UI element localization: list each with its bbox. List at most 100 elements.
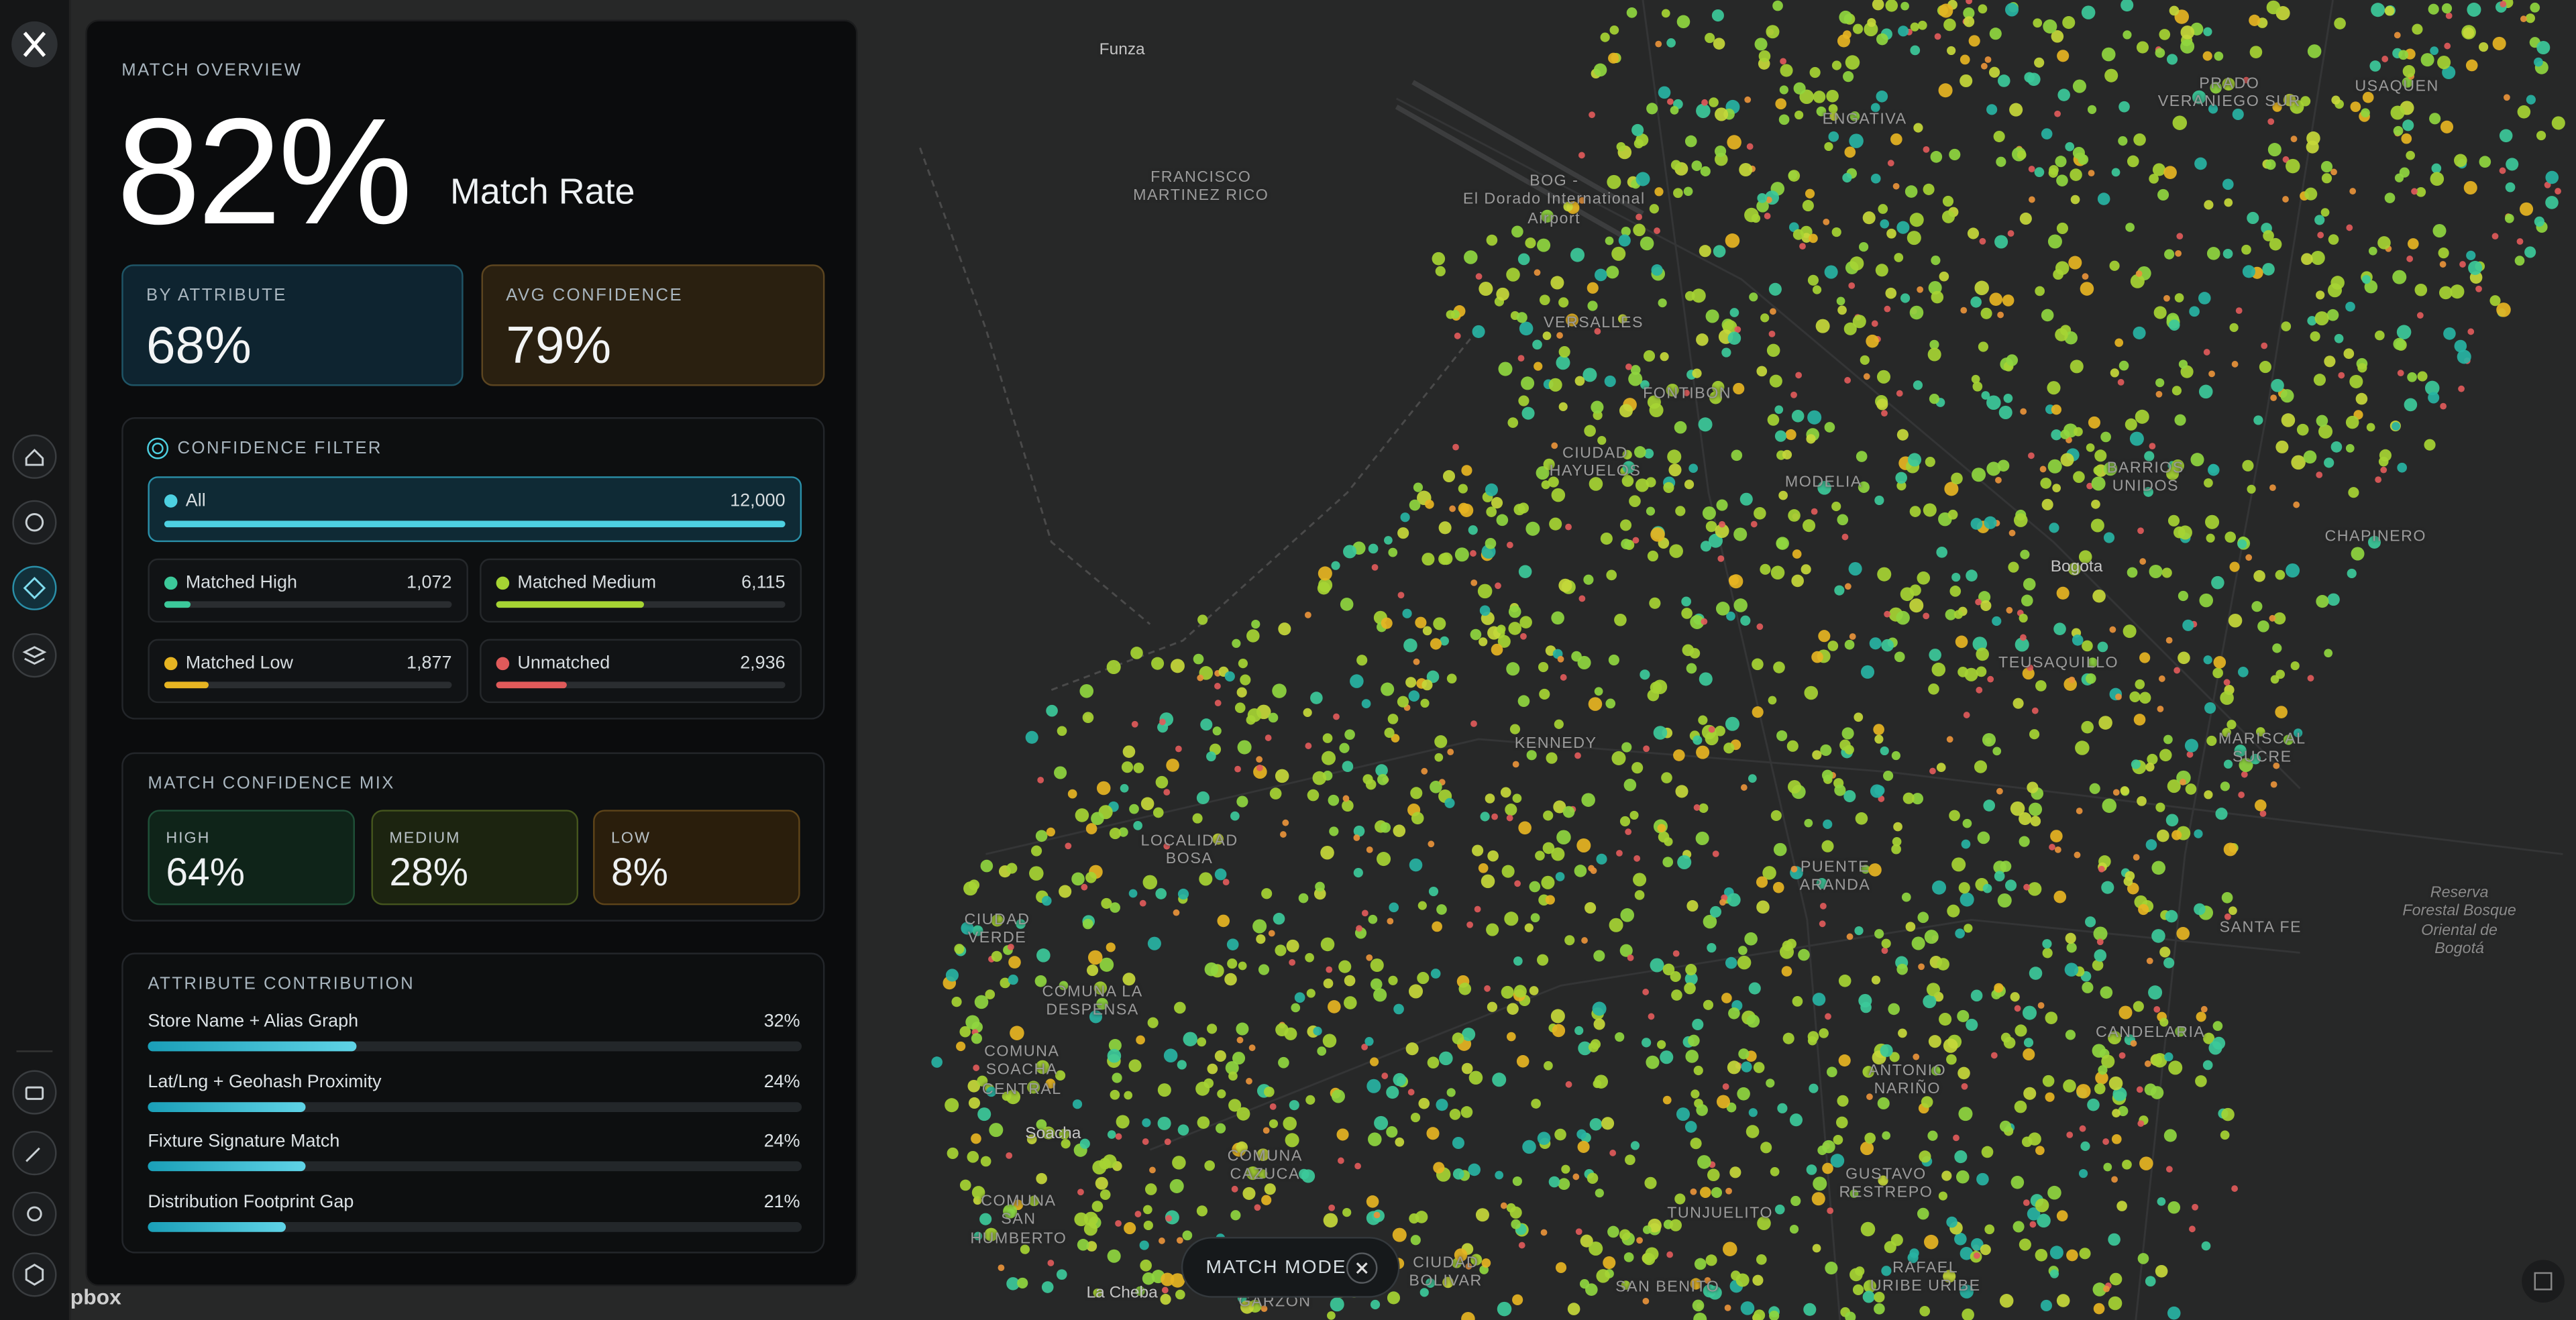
map-dot xyxy=(1690,1278,1702,1290)
map-dot xyxy=(1939,1013,1952,1026)
attr-bar xyxy=(148,1222,286,1232)
map-dot xyxy=(2204,790,2213,800)
map-dot xyxy=(1236,1141,1248,1154)
map-dot xyxy=(1496,287,1509,301)
map-dot xyxy=(1728,1007,1740,1020)
map-dot xyxy=(1635,478,1650,492)
map-dot xyxy=(1512,761,1519,768)
map-dot xyxy=(1081,883,1088,891)
map-dot xyxy=(1163,842,1171,850)
map-dot xyxy=(1789,1113,1803,1127)
map-label: PUENTE ARANDA xyxy=(1799,858,1871,895)
map-dot xyxy=(2392,270,2407,284)
filter-option[interactable]: Matched Medium 6,115 xyxy=(480,558,802,623)
map-dot xyxy=(1370,978,1383,991)
layers-button[interactable] xyxy=(12,633,57,678)
target-button[interactable] xyxy=(12,500,57,545)
map-dot xyxy=(1135,1286,1145,1297)
map-dot xyxy=(2103,532,2115,543)
map-dot xyxy=(1449,1109,1461,1120)
map-dot xyxy=(1740,784,1748,791)
map-dot xyxy=(1927,347,1941,362)
option-track xyxy=(164,681,452,689)
close-button[interactable] xyxy=(1346,1252,1379,1284)
map-dot xyxy=(1910,22,1919,32)
package-button[interactable] xyxy=(12,1252,57,1297)
home-button[interactable] xyxy=(12,434,57,479)
map-dot xyxy=(2320,161,2333,173)
map-dot xyxy=(1278,622,1291,636)
map-dot xyxy=(2231,361,2239,368)
map-dot xyxy=(2489,295,2501,307)
map-dot xyxy=(2212,1036,2226,1050)
map-dot xyxy=(977,1107,991,1121)
map-dot xyxy=(1387,1291,1401,1305)
map-dot xyxy=(1144,1183,1157,1195)
map-dot xyxy=(1752,1274,1764,1286)
map-dot xyxy=(1228,1099,1242,1112)
map-dot xyxy=(2431,163,2442,174)
map-dot xyxy=(1667,449,1682,464)
map-dot xyxy=(1147,936,1161,950)
map-dot xyxy=(1739,162,1753,177)
map-dot xyxy=(1758,50,1771,62)
map-dot xyxy=(1721,993,1732,1003)
map-dot xyxy=(2355,392,2368,405)
map-dot xyxy=(1618,314,1627,324)
filter-option[interactable]: Matched High 1,072 xyxy=(148,558,468,623)
map-dot xyxy=(1106,942,1116,952)
map-dot xyxy=(1956,1170,1970,1184)
map-dot xyxy=(1139,899,1146,907)
map-dot xyxy=(2439,261,2447,268)
map-dot xyxy=(2030,816,2041,827)
map-dot xyxy=(1614,613,1627,626)
map-dot xyxy=(1928,1035,1941,1048)
match-button[interactable] xyxy=(12,565,57,610)
map-dot xyxy=(1513,504,1525,516)
map-dot xyxy=(2203,27,2212,36)
filter-option[interactable]: All 12,000 xyxy=(148,476,802,543)
map-dot xyxy=(1970,989,1983,1002)
match-mode-pill[interactable]: MATCH MODE xyxy=(1181,1237,1400,1298)
map-dot xyxy=(1728,575,1739,586)
map-dot xyxy=(1675,506,1686,516)
map-dot xyxy=(1866,1093,1873,1101)
map-dot xyxy=(1890,1233,1903,1246)
filter-option[interactable]: Matched Low 1,877 xyxy=(148,639,468,704)
bot-button[interactable] xyxy=(12,1070,57,1115)
map-label: Soacha xyxy=(1025,1125,1081,1144)
map-dot xyxy=(1802,200,1814,212)
map-dot xyxy=(2257,620,2269,632)
map-dot xyxy=(954,944,965,954)
map-dot xyxy=(1268,712,1279,723)
map-dot xyxy=(2019,1238,2031,1251)
map-dot xyxy=(1236,1022,1249,1036)
fullscreen-button[interactable] xyxy=(2520,1258,2567,1305)
map-dot xyxy=(1594,1075,1609,1089)
map-dot xyxy=(1574,376,1585,386)
map-dot xyxy=(1109,828,1121,840)
map-dot xyxy=(1739,492,1753,506)
filter-option[interactable]: Unmatched 2,936 xyxy=(480,639,802,704)
map-dot xyxy=(1491,643,1503,656)
map-dot xyxy=(2007,230,2015,237)
map-dot xyxy=(1214,683,1221,690)
map-dot xyxy=(2192,90,2206,105)
map-dot xyxy=(1862,1066,1875,1078)
settings-button[interactable] xyxy=(12,1191,57,1236)
map-dot xyxy=(1699,672,1713,686)
map-dot xyxy=(2041,309,2054,322)
map-dot xyxy=(2536,130,2546,141)
map-dot xyxy=(1622,449,1632,459)
map-dot xyxy=(1976,686,1983,694)
map-dot xyxy=(1634,446,1646,458)
map-dot xyxy=(2203,1032,2215,1044)
map-dot xyxy=(1230,811,1240,821)
map-dot xyxy=(2195,1075,2207,1087)
map-dot xyxy=(1203,1078,1214,1089)
summary-label: AVG CONFIDENCE xyxy=(506,286,684,306)
map-dot xyxy=(1101,897,1112,910)
map-dot xyxy=(2534,216,2544,227)
map-dot xyxy=(1976,666,1987,677)
map-dot xyxy=(1989,28,2002,40)
